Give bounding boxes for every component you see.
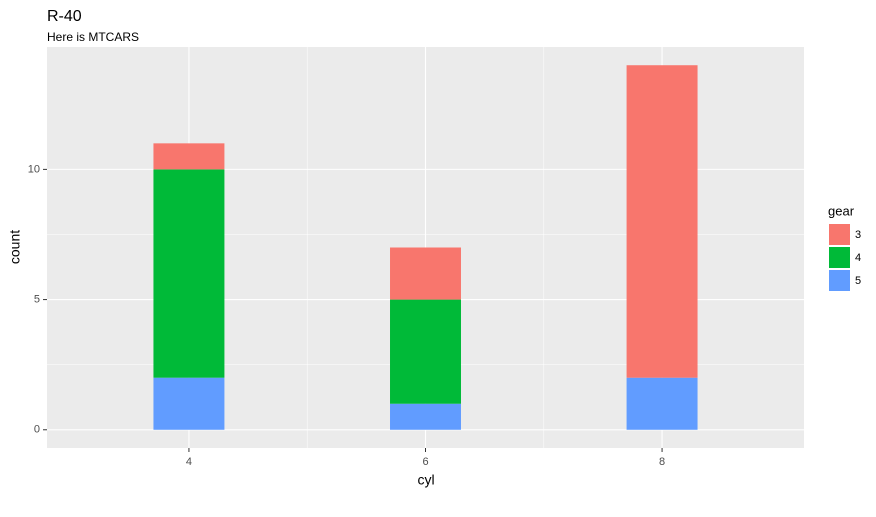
legend-key — [829, 270, 850, 291]
chart-title: R-40 — [47, 8, 82, 25]
bar-segment — [390, 247, 461, 300]
y-tick-label: 0 — [34, 424, 40, 436]
y-tick-label: 5 — [34, 293, 40, 305]
y-tick-label: 10 — [28, 163, 40, 175]
y-axis-label: count — [7, 230, 23, 264]
x-tick-label: 8 — [659, 456, 665, 468]
legend-label: 3 — [855, 229, 861, 241]
legend-key — [829, 247, 850, 268]
bar-segment — [390, 403, 461, 430]
bar-segment — [153, 377, 225, 430]
bar-segment — [153, 169, 225, 378]
legend-label: 4 — [855, 252, 861, 264]
legend-key — [829, 224, 850, 245]
legend-title: gear — [828, 203, 855, 218]
x-tick-label: 6 — [422, 456, 428, 468]
bar-segment — [626, 377, 698, 430]
x-axis-label: cyl — [417, 472, 434, 488]
bar-segment — [390, 299, 461, 404]
bar-segment — [626, 65, 698, 378]
chart-subtitle: Here is MTCARS — [47, 30, 139, 44]
bar-segment — [153, 143, 225, 170]
legend-label: 5 — [855, 275, 861, 287]
x-tick-label: 4 — [186, 456, 192, 468]
